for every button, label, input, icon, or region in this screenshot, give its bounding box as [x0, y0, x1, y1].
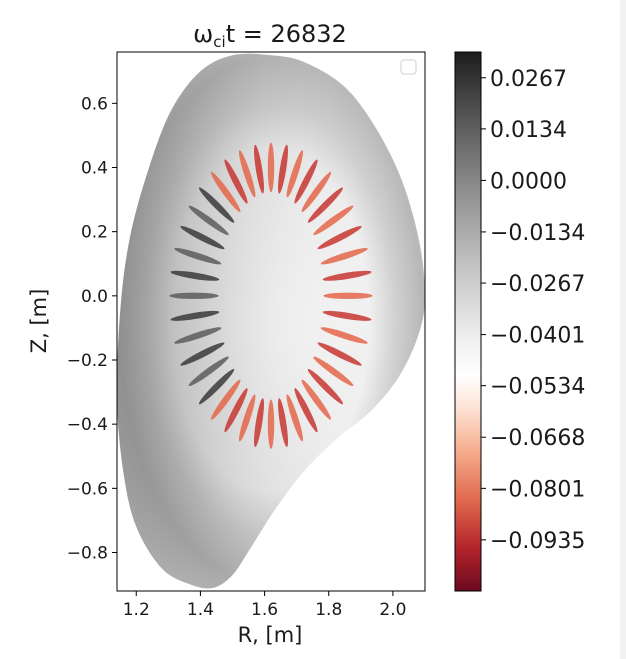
colorbar-tick-label: −0.0935	[490, 529, 585, 554]
mode-lobe	[278, 144, 288, 194]
x-tick-label: 2.0	[379, 600, 406, 620]
mode-lobe	[307, 368, 344, 405]
mode-lobe	[294, 388, 318, 433]
colorbar-tick-label: 0.0134	[490, 118, 567, 143]
mode-lobe	[224, 388, 248, 433]
y-tick-label: 0.4	[81, 159, 108, 179]
mode-lobe	[174, 247, 222, 265]
legend-box	[400, 59, 417, 75]
mode-lobe	[198, 368, 235, 405]
x-tick-label: 1.8	[315, 600, 342, 620]
mode-lobe	[254, 144, 264, 194]
colorbar-tick-label: −0.0801	[490, 477, 585, 502]
colorbar-tick-label: 0.0267	[490, 67, 567, 92]
colorbar-tick-label: −0.0267	[490, 272, 585, 297]
plasma-left-shading	[117, 53, 425, 589]
mode-lobe	[170, 310, 220, 321]
mode-lobe	[267, 142, 275, 193]
mode-lobe	[301, 379, 332, 420]
axes-frame	[116, 51, 426, 592]
mode-lobe	[188, 205, 229, 236]
mode-lobe	[210, 171, 241, 213]
mode-lobe	[180, 226, 225, 250]
mode-structure	[169, 142, 373, 449]
mode-lobe	[307, 187, 344, 223]
window-edge	[620, 0, 626, 659]
mode-lobe	[286, 394, 304, 442]
y-axis-ticks: 0.6 0.4 0.2 0.0 −0.2 −0.4 −0.6 −0.8	[67, 94, 117, 564]
mode-lobe	[294, 159, 318, 204]
mode-lobe	[313, 205, 354, 236]
y-tick-label: −0.6	[67, 479, 108, 499]
x-tick-label: 1.2	[123, 600, 150, 620]
mode-lobe	[278, 398, 288, 448]
mode-lobe	[313, 356, 354, 387]
colorbar-tick-label: −0.0134	[490, 221, 585, 246]
y-tick-label: 0.2	[81, 223, 108, 243]
mode-lobe	[301, 171, 332, 213]
colorbar-ticks: 0.0267 0.0134 0.0000 −0.0134 −0.0267 −0.0401 −…	[481, 67, 585, 554]
mode-lobe	[320, 327, 368, 344]
mode-lobe	[174, 327, 222, 344]
mode-lobe	[320, 247, 368, 265]
mode-lobe	[238, 150, 256, 198]
mode-lobe	[210, 379, 241, 420]
colorbar-tick-label: −0.0668	[490, 426, 585, 451]
y-tick-label: −0.4	[67, 415, 108, 435]
mode-lobe	[322, 270, 372, 281]
mode-lobe	[267, 399, 275, 449]
colorbar	[454, 51, 482, 592]
mode-lobe	[322, 310, 372, 321]
colorbar-tick-label: −0.0401	[490, 324, 585, 349]
x-axis-label: R, [m]	[238, 623, 303, 647]
mode-lobe	[188, 356, 229, 387]
mode-lobe	[180, 342, 225, 366]
mode-lobe	[170, 270, 220, 281]
mode-lobe	[169, 292, 219, 299]
mode-lobe	[317, 226, 362, 250]
mode-lobe	[317, 342, 362, 366]
mode-lobe	[286, 150, 304, 198]
y-tick-label: 0.0	[81, 287, 108, 307]
mode-lobe	[224, 159, 248, 204]
y-axis-label: Z, [m]	[27, 289, 51, 354]
mode-lobe	[323, 292, 373, 299]
mode-lobe	[238, 394, 256, 442]
y-tick-label: −0.8	[67, 544, 108, 564]
y-tick-label: 0.6	[81, 94, 108, 114]
mode-lobe	[198, 187, 235, 223]
x-tick-label: 1.4	[187, 600, 214, 620]
chart-title: ωcit = 26832	[193, 20, 347, 51]
colorbar-tick-label: 0.0000	[490, 169, 567, 194]
y-tick-label: −0.2	[67, 351, 108, 371]
mode-lobe	[254, 398, 264, 448]
colorbar-tick-label: −0.0534	[490, 375, 585, 400]
x-axis-ticks: 1.2 1.4 1.6 1.8 2.0	[123, 591, 406, 620]
x-tick-label: 1.6	[251, 600, 278, 620]
